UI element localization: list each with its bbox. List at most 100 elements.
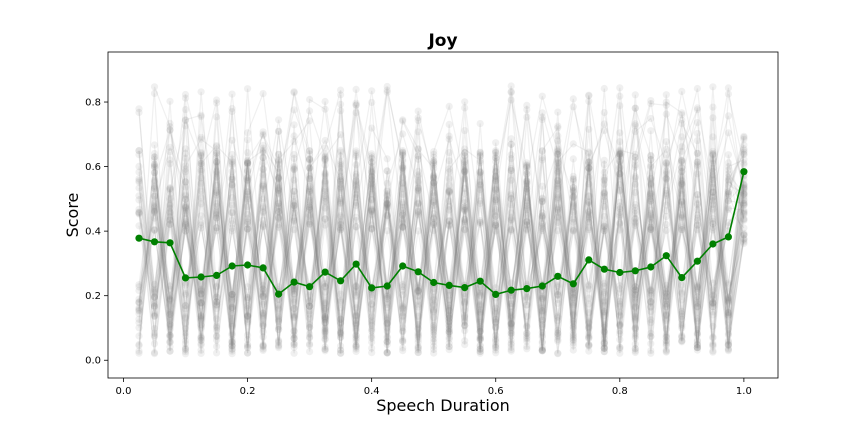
- trace-point: [430, 301, 438, 309]
- trace-point: [631, 330, 639, 338]
- trace-point: [476, 308, 484, 316]
- trace-point: [492, 147, 500, 155]
- trace-point: [181, 205, 190, 213]
- trace-line: [138, 91, 745, 354]
- trace-point: [724, 297, 733, 305]
- trace-point: [399, 164, 407, 172]
- trace-point: [166, 97, 174, 105]
- trace-point: [383, 337, 391, 346]
- trace-point: [740, 215, 748, 224]
- trace-point: [461, 219, 469, 227]
- trace-point: [492, 316, 500, 324]
- trace-point: [461, 167, 469, 175]
- trace-point: [476, 284, 484, 292]
- trace-point: [616, 343, 624, 351]
- trace-point: [306, 107, 314, 115]
- trace-point: [678, 224, 686, 232]
- trace-point: [259, 204, 267, 212]
- trace-point: [244, 195, 252, 203]
- trace-point: [662, 191, 670, 199]
- trace-point: [166, 184, 174, 192]
- trace-point: [337, 298, 345, 306]
- trace-point: [337, 318, 345, 327]
- trace-point: [678, 315, 686, 323]
- trace-point: [430, 189, 438, 197]
- trace-point: [290, 209, 298, 217]
- trace-point: [368, 313, 376, 321]
- trace-point: [352, 179, 360, 187]
- trace-point: [693, 221, 702, 229]
- trace-point: [321, 172, 329, 180]
- trace-point: [631, 296, 639, 304]
- trace-point: [569, 286, 577, 294]
- trace-point: [724, 309, 733, 317]
- trace-point: [585, 285, 593, 293]
- trace-point: [337, 346, 345, 354]
- trace-point: [150, 160, 159, 168]
- trace-point: [662, 170, 670, 178]
- trace-point: [135, 196, 143, 204]
- trace-point: [662, 325, 670, 333]
- trace-point: [399, 116, 407, 124]
- trace-point: [197, 313, 205, 321]
- trace-point: [461, 225, 469, 234]
- trace-point: [430, 157, 438, 165]
- trace-point: [740, 201, 748, 209]
- trace-point: [507, 303, 515, 311]
- trace-point: [554, 176, 562, 184]
- trace-point: [244, 192, 252, 200]
- trace-point: [631, 334, 639, 342]
- trace-point: [709, 103, 717, 111]
- trace-point: [337, 324, 345, 332]
- trace-point: [213, 214, 221, 222]
- trace-point: [244, 305, 252, 313]
- trace-point: [616, 150, 624, 158]
- trace-line: [138, 89, 745, 352]
- trace-point: [135, 298, 143, 306]
- trace-point: [600, 279, 608, 287]
- trace-point: [616, 157, 624, 165]
- mean-point: [306, 283, 314, 291]
- trace-point: [554, 281, 562, 289]
- trace-point: [337, 333, 345, 342]
- trace-point: [228, 194, 236, 202]
- trace-point: [197, 336, 205, 344]
- trace-point: [569, 294, 577, 302]
- trace-point: [430, 335, 438, 343]
- trace-point: [445, 216, 453, 224]
- trace-point: [538, 213, 546, 221]
- trace-point: [368, 172, 376, 180]
- trace-point: [306, 198, 314, 206]
- trace-point: [740, 184, 748, 192]
- trace-point: [523, 323, 531, 331]
- trace-point: [213, 293, 221, 301]
- trace-point: [492, 284, 500, 292]
- trace-point: [306, 203, 314, 211]
- trace-point: [554, 169, 562, 177]
- trace-point: [678, 180, 686, 188]
- trace-line: [138, 107, 745, 354]
- trace-point: [445, 181, 453, 189]
- trace-point: [244, 161, 252, 169]
- trace-point: [647, 114, 655, 123]
- trace-point: [523, 161, 531, 169]
- trace-point: [693, 317, 702, 325]
- trace-point: [647, 179, 655, 187]
- trace-point: [445, 197, 453, 205]
- trace-point: [647, 151, 655, 159]
- trace-line: [138, 119, 744, 354]
- trace-point: [352, 289, 360, 297]
- trace-line: [153, 94, 745, 353]
- trace-point: [585, 324, 593, 333]
- trace-point: [507, 320, 515, 328]
- trace-point: [399, 328, 407, 336]
- trace-point: [181, 195, 190, 203]
- trace-point: [197, 334, 205, 342]
- trace-point: [693, 200, 702, 208]
- trace-point: [693, 160, 702, 168]
- trace-line: [138, 88, 745, 353]
- trace-point: [306, 206, 314, 214]
- trace-point: [150, 199, 159, 207]
- trace-point: [181, 90, 190, 99]
- trace-point: [135, 324, 143, 332]
